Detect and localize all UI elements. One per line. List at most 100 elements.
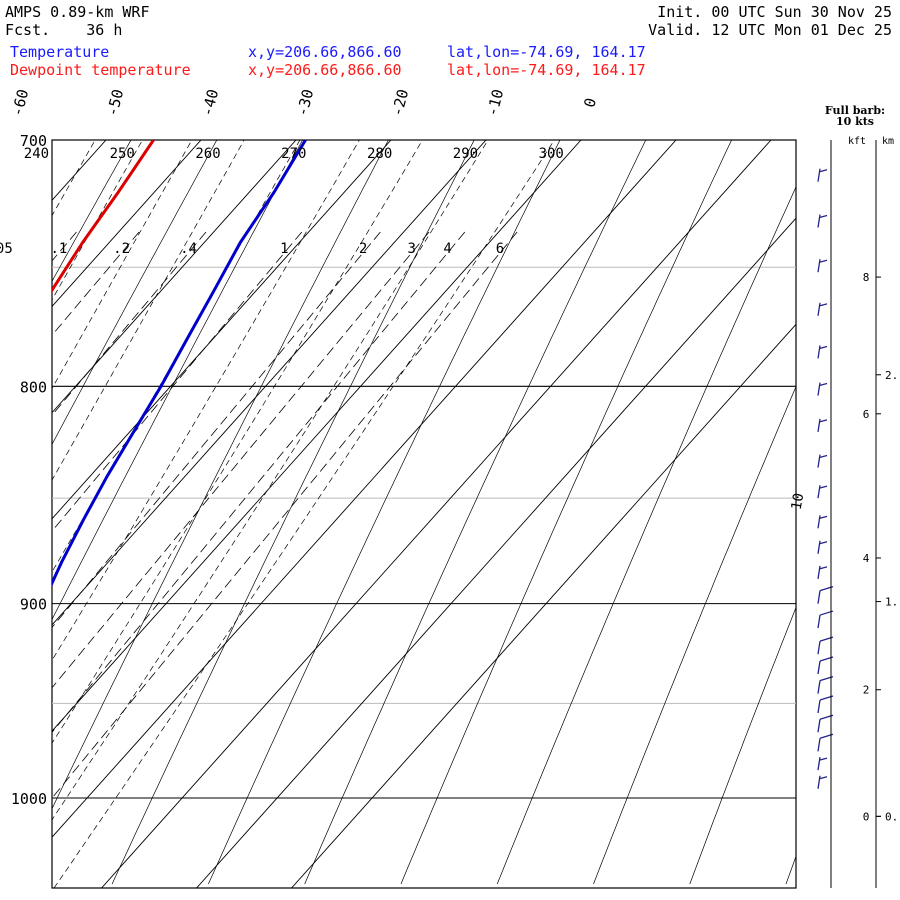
pressure-tick-label: 700	[20, 132, 47, 150]
dry-adiabat-label: 260	[195, 146, 220, 162]
init-time: Init. 00 UTC Sun 30 Nov 25	[657, 3, 892, 21]
wind-barb	[817, 418, 828, 432]
barb-key-value: 10 kts	[836, 115, 874, 128]
barb-shaft	[817, 699, 821, 714]
mixing-ratio-label: 1	[280, 241, 288, 257]
pressure-tick-label: 800	[20, 378, 47, 396]
isotherm	[196, 217, 796, 888]
kft-tick-label: 2	[863, 684, 870, 697]
mixing-ratio-label: 3	[408, 241, 416, 257]
barb-half-flag	[819, 345, 828, 350]
barb-shaft	[817, 590, 821, 604]
dry-adiabat	[785, 855, 796, 885]
moist-adiabat	[53, 140, 555, 888]
isotherm	[52, 140, 297, 414]
mixing-ratio-label: .2	[113, 241, 130, 257]
barb-shaft	[817, 738, 821, 752]
barb-shaft	[817, 382, 821, 396]
temperature-latlon: lat,lon=-74.69, 164.17	[447, 43, 646, 61]
dewpoint-line	[52, 140, 155, 293]
dry-adiabat	[52, 140, 303, 621]
barb-shaft	[817, 259, 821, 273]
dry-adiabat-label: 270	[281, 146, 306, 162]
barb-half-flag	[819, 303, 828, 307]
barb-shaft	[817, 214, 821, 228]
barb-half-flag	[819, 541, 828, 545]
dry-adiabat-label: 300	[539, 146, 564, 162]
wind-barb	[817, 382, 828, 396]
temperature-legend: Temperature	[10, 43, 110, 61]
kft-tick-label: 6	[863, 408, 870, 421]
moist-adiabat	[52, 140, 489, 821]
forecast-hour: Fcst. 36 h	[5, 21, 123, 39]
barb-shaft	[817, 302, 821, 316]
temperature-tick-label: 0	[580, 96, 600, 109]
km-tick-label: 0.	[885, 810, 898, 823]
dry-adiabat	[111, 140, 475, 885]
mixing-ratio-line	[52, 231, 207, 416]
moist-adiabat	[52, 140, 423, 744]
mixing-ratio-label: .1	[50, 241, 67, 257]
wind-barb	[817, 168, 828, 182]
kft-tick-label: 4	[863, 552, 870, 565]
mixing-ratio-line	[52, 231, 518, 799]
barb-half-flag	[819, 419, 828, 423]
dry-adiabat-label: 280	[367, 146, 392, 162]
dewpoint-xy: x,y=206.66,866.60	[248, 61, 402, 79]
dry-adiabat	[882, 140, 900, 884]
temperature-tick-label: -40	[198, 87, 222, 118]
barb-half-flag	[819, 169, 828, 173]
dry-adiabat	[52, 140, 218, 446]
wind-barb	[817, 757, 828, 771]
mixing-ratio-line	[52, 231, 303, 532]
dry-adiabat	[52, 140, 389, 810]
moist-adiabat	[52, 140, 193, 390]
barb-half-flag	[819, 776, 828, 780]
barb-half-flag	[819, 259, 828, 263]
barb-shaft	[817, 540, 821, 554]
barb-shaft	[817, 515, 821, 529]
model-title: AMPS 0.89-km WRF	[5, 3, 150, 21]
valid-time: Valid. 12 UTC Mon 01 Dec 25	[648, 21, 892, 39]
wind-barb	[817, 345, 828, 359]
barb-half-flag	[819, 454, 828, 459]
wind-barb	[817, 775, 828, 789]
barb-shaft	[817, 641, 821, 655]
mixing-ratio-line	[52, 231, 466, 733]
axis-labels: 7008009001000-70-60-50-40-30-20-10022023…	[0, 87, 600, 808]
moist-adiabat	[0, 114, 21, 889]
barb-shaft	[817, 680, 821, 694]
barb-half-flag	[819, 214, 828, 219]
isotherm	[52, 140, 202, 308]
barb-shaft	[817, 660, 821, 675]
mixing-ratio-line	[52, 231, 430, 689]
wind-barb	[817, 259, 828, 273]
isotherm	[52, 140, 582, 732]
pressure-tick-label: 900	[20, 596, 47, 614]
kft-tick-label: 0	[863, 810, 870, 823]
temperature-tick-label: -30	[293, 87, 317, 118]
pressure-tick-label: 1000	[11, 790, 47, 808]
barb-half-flag	[819, 485, 828, 489]
wind-barb-label: 10	[789, 492, 808, 511]
wind-barb	[817, 540, 828, 554]
wind-barb	[817, 565, 828, 579]
barb-shaft	[817, 485, 821, 499]
barb-half-flag	[819, 515, 828, 519]
barb-shaft	[817, 614, 821, 629]
mixing-ratio-label: .05	[0, 241, 13, 257]
dry-adiabat	[689, 606, 796, 885]
moist-adiabat	[52, 140, 360, 661]
isotherm	[101, 140, 772, 888]
barb-half-flag	[819, 757, 828, 761]
km-tick-label: 1.	[885, 596, 898, 609]
barb-half-flag	[819, 382, 828, 387]
dry-adiabat	[593, 385, 796, 885]
isotherm	[52, 140, 677, 838]
kft-tick-label: 8	[863, 271, 870, 284]
temperature-tick-label: -20	[388, 87, 412, 118]
mixing-ratio-label: .4	[180, 241, 197, 257]
dewpoint-legend: Dewpoint temperature	[10, 61, 191, 79]
isotherm	[52, 140, 392, 520]
temperature-tick-label: -60	[8, 87, 32, 118]
